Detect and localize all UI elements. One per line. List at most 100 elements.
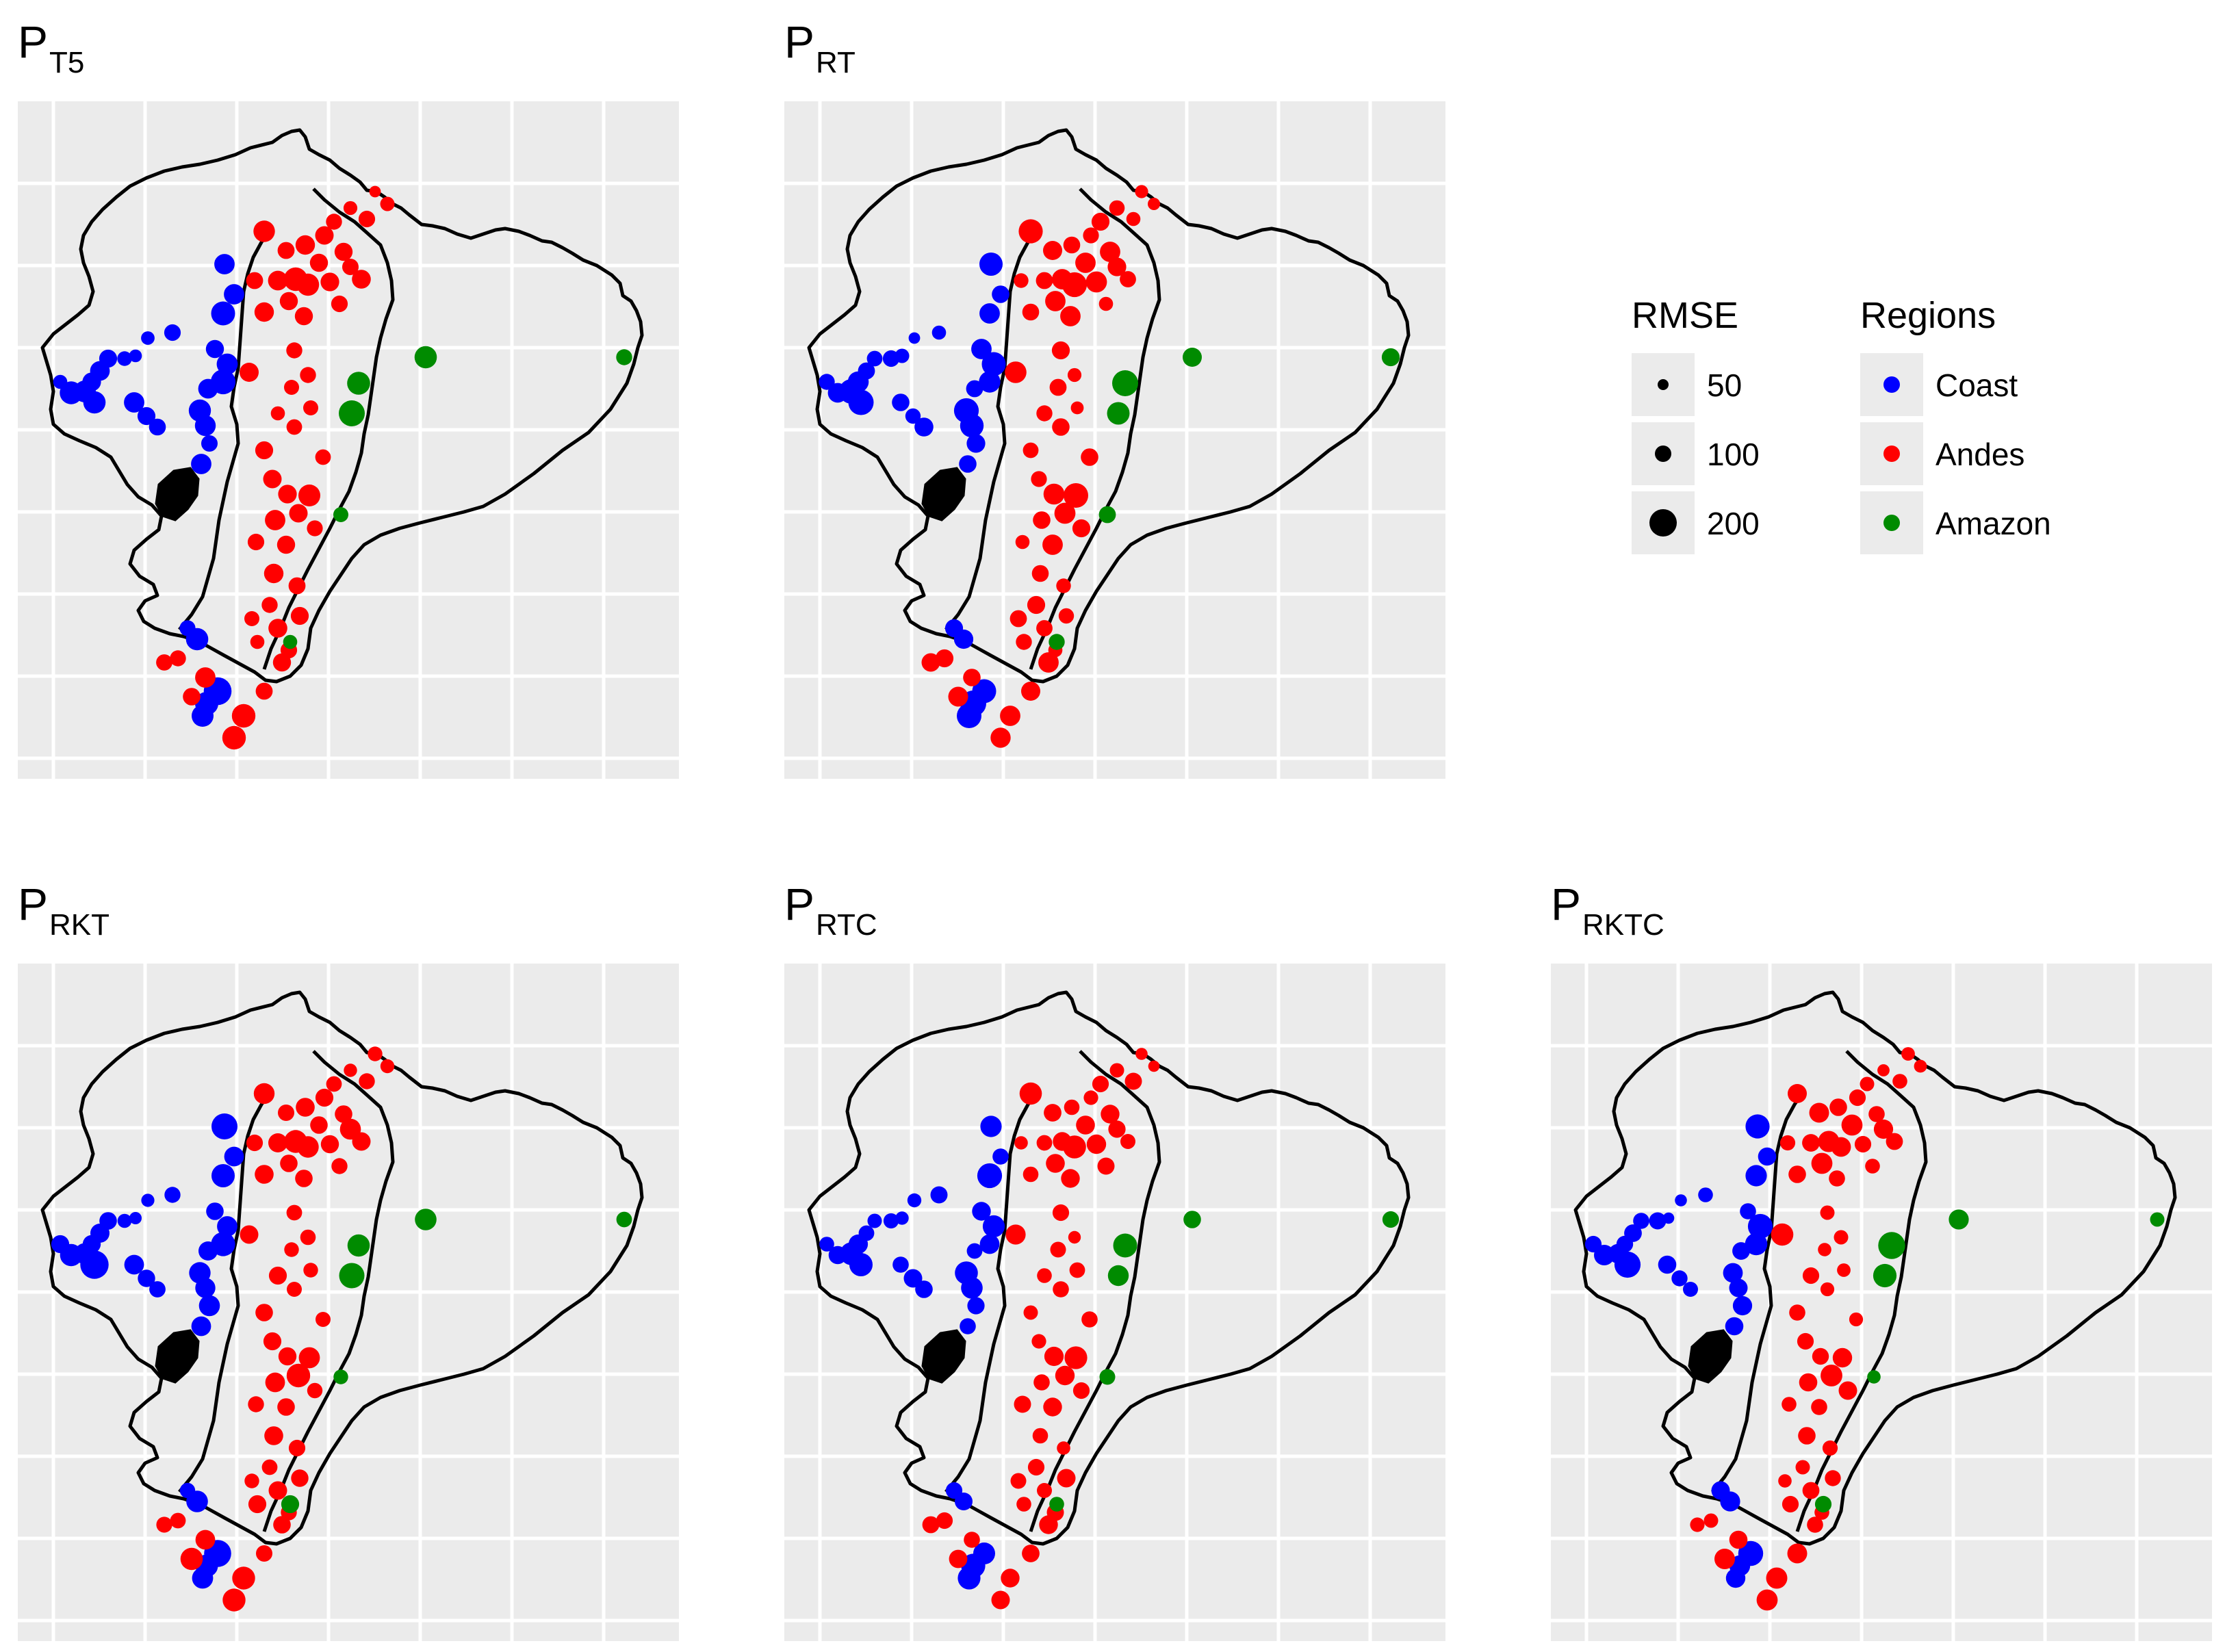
station-point-andes <box>1014 1136 1028 1150</box>
station-point-andes <box>1821 1365 1842 1386</box>
station-point-coast <box>959 455 977 473</box>
station-point-andes <box>1832 1347 1853 1368</box>
panel-title-prkt: PRKT <box>18 879 110 942</box>
station-point-andes <box>1690 1517 1705 1532</box>
legend-color-dot-andes <box>1883 446 1900 462</box>
station-point-coast <box>979 303 1000 324</box>
andes-west-boundary <box>178 227 273 631</box>
station-point-andes <box>1063 1135 1086 1159</box>
station-point-andes <box>334 242 353 261</box>
station-point-andes <box>1837 1263 1851 1277</box>
station-point-andes <box>307 520 323 537</box>
station-point-andes <box>1779 1135 1796 1151</box>
station-point-andes <box>263 1332 282 1351</box>
station-point-andes <box>320 272 339 292</box>
station-point-coast <box>185 628 209 651</box>
andes-east-boundary <box>1029 1050 1161 1532</box>
station-point-coast <box>138 1269 155 1287</box>
station-point-coast <box>979 1234 1000 1254</box>
station-point-coast <box>1725 1317 1744 1336</box>
station-point-andes <box>343 201 358 216</box>
station-point-andes <box>1046 1154 1065 1173</box>
station-point-coast <box>198 378 218 399</box>
legend-label-rmse-100: 100 <box>1707 437 1760 472</box>
station-point-coast <box>1594 1245 1615 1265</box>
station-point-amazon <box>1381 348 1400 367</box>
andes-east-boundary <box>262 1050 395 1532</box>
station-point-andes <box>936 1512 953 1530</box>
station-point-andes <box>231 704 256 728</box>
station-point-andes <box>1056 578 1071 593</box>
island-shape <box>921 1329 966 1384</box>
station-point-amazon <box>339 1263 365 1289</box>
station-point-andes <box>1788 1084 1807 1103</box>
station-point-andes <box>278 1347 297 1366</box>
station-point-coast <box>224 1146 244 1167</box>
station-point-coast <box>1723 1263 1743 1283</box>
map-panel-prt <box>784 101 1445 779</box>
station-point-andes <box>1036 405 1053 422</box>
station-point-andes <box>1788 1165 1806 1183</box>
station-point-andes <box>1037 1483 1052 1498</box>
station-point-andes <box>1778 1474 1792 1488</box>
station-point-coast <box>1745 1114 1770 1139</box>
station-point-andes <box>990 727 1011 748</box>
station-point-andes <box>246 1134 263 1152</box>
station-point-amazon <box>1107 402 1130 425</box>
station-point-andes <box>1914 1059 1927 1073</box>
station-point-coast <box>966 1243 983 1259</box>
station-point-andes <box>248 1495 267 1514</box>
island-shape <box>1688 1329 1733 1384</box>
station-point-andes <box>1886 1133 1903 1150</box>
legend-key-andes <box>1860 422 1923 485</box>
station-point-andes <box>331 1158 348 1174</box>
station-point-andes <box>1771 1223 1794 1246</box>
station-point-coast <box>966 380 983 398</box>
station-point-coast <box>1720 1491 1740 1512</box>
station-point-andes <box>1798 1427 1816 1445</box>
station-point-amazon <box>1049 1497 1064 1512</box>
station-point-coast <box>992 285 1009 303</box>
station-point-andes <box>265 1372 285 1393</box>
station-point-andes <box>1086 1134 1107 1154</box>
station-point-andes <box>296 1098 315 1117</box>
station-point-andes <box>288 1439 306 1457</box>
station-point-coast <box>149 418 166 436</box>
station-point-andes <box>250 634 265 649</box>
station-points <box>819 185 1400 748</box>
gridlines <box>18 101 679 779</box>
station-point-andes <box>1820 1282 1835 1297</box>
station-point-coast <box>164 324 181 341</box>
station-point-andes <box>286 419 303 435</box>
legend-color-dot-amazon <box>1883 515 1900 531</box>
legend-key-coast <box>1860 353 1923 416</box>
station-point-andes <box>352 270 371 289</box>
station-point-andes <box>261 597 278 613</box>
map-panel-prkt <box>18 964 679 1641</box>
station-point-andes <box>1042 534 1063 555</box>
station-point-andes <box>1072 519 1091 538</box>
station-point-andes <box>1005 361 1027 383</box>
station-point-coast <box>905 408 921 424</box>
station-point-coast <box>1725 1568 1746 1588</box>
station-point-andes <box>1829 1170 1845 1187</box>
station-point-andes <box>1148 1060 1160 1072</box>
station-point-andes <box>295 1170 313 1187</box>
station-point-amazon <box>616 1211 632 1228</box>
station-point-andes <box>1067 367 1082 383</box>
station-point-andes <box>316 1312 331 1327</box>
station-point-andes <box>1825 1470 1841 1486</box>
station-point-andes <box>1015 534 1030 550</box>
legend-key-rmse-200 <box>1632 491 1695 554</box>
station-point-coast <box>124 392 144 413</box>
station-point-andes <box>1822 1440 1838 1456</box>
station-point-andes <box>183 688 201 706</box>
legend-key-rmse-50 <box>1632 353 1695 416</box>
station-point-amazon <box>1867 1370 1881 1384</box>
station-point-andes <box>1016 634 1032 650</box>
country-outline <box>40 990 644 1546</box>
station-point-coast <box>957 704 981 728</box>
station-point-andes <box>300 367 316 383</box>
station-point-andes <box>948 686 968 707</box>
station-point-andes <box>1849 1089 1866 1107</box>
